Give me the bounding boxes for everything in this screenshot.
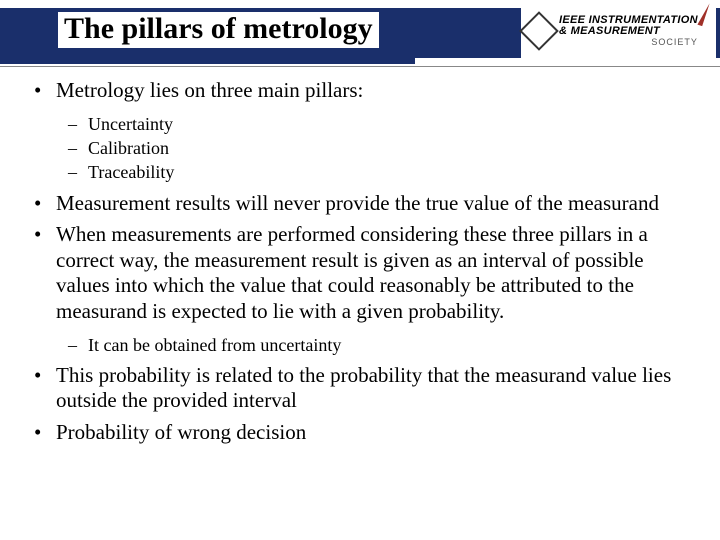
logo-line-3: SOCIETY [559,38,698,47]
list-item: Probability of wrong decision [26,420,694,446]
sub-list-item: Traceability [56,160,694,184]
sub-list-item: It can be obtained from uncertainty [56,333,694,357]
bullet-text: When measurements are performed consider… [56,222,648,323]
sub-list-item: Uncertainty [56,112,694,136]
title-underline [0,58,415,64]
list-item: Measurement results will never provide t… [26,191,694,217]
logo-line-2: & MEASUREMENT [559,26,698,37]
bullet-text: Metrology lies on three main pillars: [56,78,363,102]
bullet-text: This probability is related to the proba… [56,363,671,413]
bullet-text: Probability of wrong decision [56,420,306,444]
list-item: When measurements are performed consider… [26,222,694,357]
list-item: This probability is related to the proba… [26,363,694,414]
logo-text: IEEE INSTRUMENTATION & MEASUREMENT SOCIE… [559,15,698,47]
logo-accent-icon [697,2,709,26]
bullet-list: Metrology lies on three main pillars: Un… [26,78,694,446]
slide-body: Metrology lies on three main pillars: Un… [26,78,694,452]
sub-list: Uncertainty Calibration Traceability [56,112,694,185]
slide-header: The pillars of metrology IEEE INSTRUMENT… [0,0,720,70]
sub-list-item: Calibration [56,136,694,160]
slide-title: The pillars of metrology [58,12,379,48]
ieee-diamond-icon [519,11,559,51]
sub-list: It can be obtained from uncertainty [56,333,694,357]
header-rule [0,66,720,67]
list-item: Metrology lies on three main pillars: Un… [26,78,694,185]
ieee-logo: IEEE INSTRUMENTATION & MEASUREMENT SOCIE… [521,0,716,62]
bullet-text: Measurement results will never provide t… [56,191,659,215]
